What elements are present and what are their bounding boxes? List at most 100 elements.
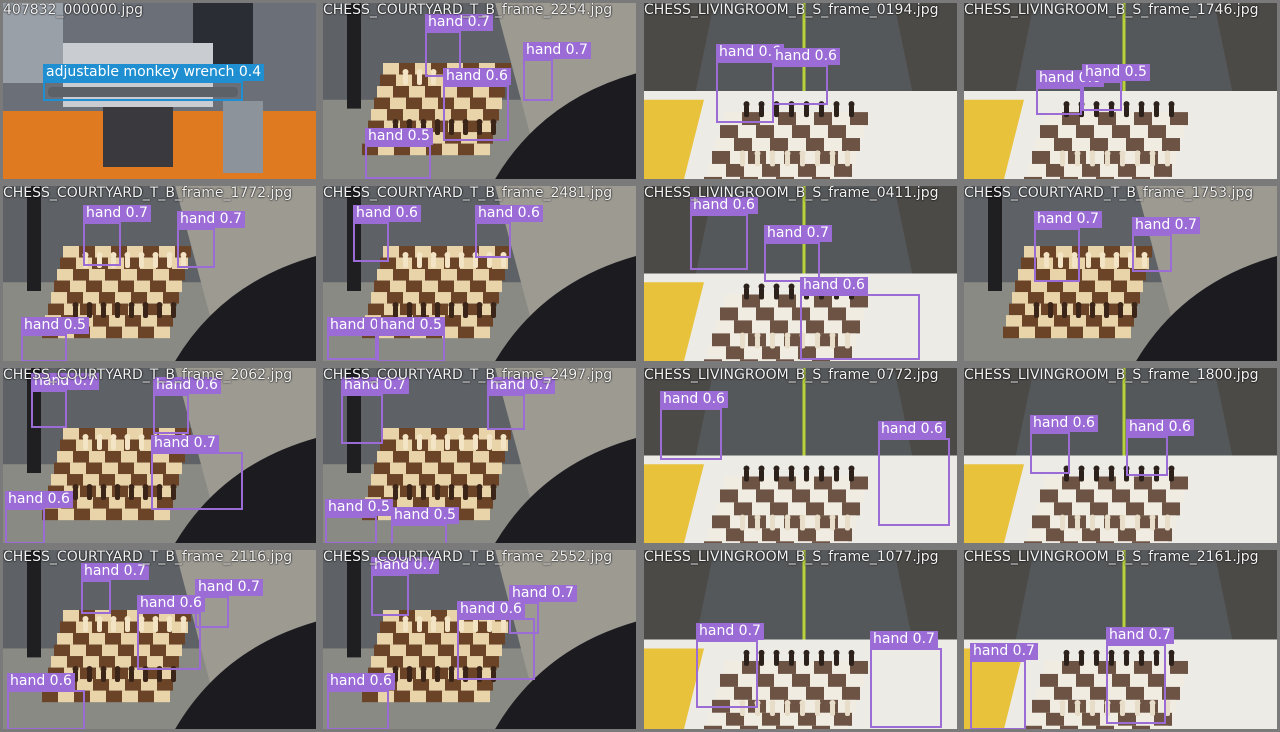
detection-box (151, 452, 243, 510)
detection-label: hand 0.6 (5, 491, 73, 508)
filename-label: CHESS_LIVINGROOM_B_S_frame_0411.jpg (644, 186, 939, 201)
detection-label: hand 0.7 (1034, 211, 1102, 228)
detection-box (870, 648, 942, 728)
detection-box (327, 334, 377, 360)
detection-box (21, 334, 67, 361)
detection-box (365, 145, 431, 179)
filename-label: CHESS_LIVINGROOM_B_S_frame_1077.jpg (644, 550, 939, 565)
detection-label: hand 0.6 (7, 673, 75, 690)
detection-box (341, 394, 383, 444)
detection-label: hand 0.7 (764, 225, 832, 242)
detection-box (443, 85, 509, 141)
filename-label: CHESS_COURTYARD_T_B_frame_2062.jpg (3, 368, 293, 383)
scene-photo (644, 3, 957, 179)
filename-label: 407832_000000.jpg (3, 3, 143, 18)
detection-label: hand 0.6 (443, 68, 511, 85)
detection-label: hand 0.5 (325, 499, 393, 516)
detection-box (137, 612, 201, 670)
detection-label: hand 0.7 (870, 631, 938, 648)
filename-label: CHESS_LIVINGROOM_B_S_frame_1800.jpg (964, 368, 1259, 383)
filename-label: CHESS_LIVINGROOM_B_S_frame_0772.jpg (644, 368, 939, 383)
scene-photo (3, 368, 316, 543)
detection-box (31, 390, 67, 428)
scene-photo (964, 3, 1277, 179)
detection-label: hand 0.7 (81, 563, 149, 580)
image-tile: CHESS_COURTYARD_T_B_frame_2062.jpg hand 0… (3, 368, 316, 543)
detection-label: hand 0.5 (365, 128, 433, 145)
filename-label: CHESS_COURTYARD_T_B_frame_2116.jpg (3, 550, 293, 565)
detection-box (800, 294, 920, 360)
detection-label: hand 0.5 (391, 507, 459, 524)
detection-box (457, 618, 535, 680)
detection-box (1126, 436, 1168, 476)
detection-label: hand 0.7 (509, 585, 577, 602)
detection-box (1036, 87, 1082, 115)
filename-label: CHESS_COURTYARD_T_B_frame_1772.jpg (3, 186, 293, 201)
detection-label: hand 0.6 (475, 205, 543, 222)
detection-label: adjustable monkey wrench 0.4 (43, 64, 265, 81)
detection-label: hand 0.6 (772, 48, 840, 65)
detection-label: hand 0.5 (1082, 64, 1150, 81)
image-tile: 407832_000000.jpg adjustable monkey wrenc… (3, 3, 316, 179)
detection-label: hand 0.7 (1132, 217, 1200, 234)
detection-label: hand 0.6 (878, 421, 946, 438)
image-tile: CHESS_COURTYARD_T_B_frame_2254.jpg hand 0… (323, 3, 636, 179)
detection-box (1034, 228, 1080, 282)
filename-label: CHESS_LIVINGROOM_B_S_frame_0194.jpg (644, 3, 939, 18)
detection-box (327, 690, 389, 729)
filename-label: CHESS_COURTYARD_T_B_frame_2552.jpg (323, 550, 613, 565)
detection-label: hand 0.7 (83, 205, 151, 222)
detection-box (764, 242, 820, 282)
image-tile: CHESS_COURTYARD_T_B_frame_2116.jpg hand 0… (3, 550, 316, 729)
detection-box (43, 81, 243, 101)
detection-box (1132, 234, 1172, 272)
filename-label: CHESS_COURTYARD_T_B_frame_2481.jpg (323, 186, 613, 201)
detection-box (970, 660, 1026, 729)
detection-box (716, 61, 774, 123)
detection-box (7, 690, 85, 729)
detection-box (1030, 432, 1070, 474)
detection-label: hand 0.7 (696, 623, 764, 640)
detection-label: hand 0.6 (1030, 415, 1098, 432)
detection-label: hand 0.6 (153, 377, 221, 394)
filename-label: CHESS_LIVINGROOM_B_S_frame_1746.jpg (964, 3, 1259, 18)
detection-box (391, 524, 447, 543)
detection-box (353, 222, 389, 262)
detection-label: hand 0.7 (151, 435, 219, 452)
detection-label: hand 0.7 (487, 377, 555, 394)
detection-box (690, 214, 748, 270)
scene-photo (323, 3, 636, 179)
detection-box (153, 394, 189, 434)
scene-photo (964, 368, 1277, 543)
scene-photo (964, 550, 1277, 729)
detection-box (83, 222, 121, 266)
detection-label: hand 0.7 (523, 42, 591, 59)
detection-box (177, 228, 215, 268)
detection-box (696, 640, 758, 708)
detection-label: hand 0.6 (800, 277, 868, 294)
detection-label: hand 0.7 (425, 14, 493, 31)
detection-box (81, 580, 111, 614)
detection-label: hand 0.5 (377, 317, 445, 334)
detection-label: hand 0.6 (716, 44, 784, 61)
detection-label: hand 0.7 (341, 377, 409, 394)
detection-label: hand 0.6 (1126, 419, 1194, 436)
detection-box (523, 59, 553, 101)
detection-box (325, 516, 377, 543)
detection-box (772, 65, 828, 105)
detection-box (475, 222, 511, 258)
detection-label: hand 0.6 (457, 601, 525, 618)
image-tile: CHESS_COURTYARD_T_B_frame_1753.jpg hand 0… (964, 186, 1277, 361)
detection-label: hand 0.6 (327, 673, 395, 690)
detection-label: hand 0.7 (195, 579, 263, 596)
detection-label: hand 0.6 (137, 595, 205, 612)
scene-photo (964, 186, 1277, 361)
detection-label: hand 0.7 (1106, 627, 1174, 644)
